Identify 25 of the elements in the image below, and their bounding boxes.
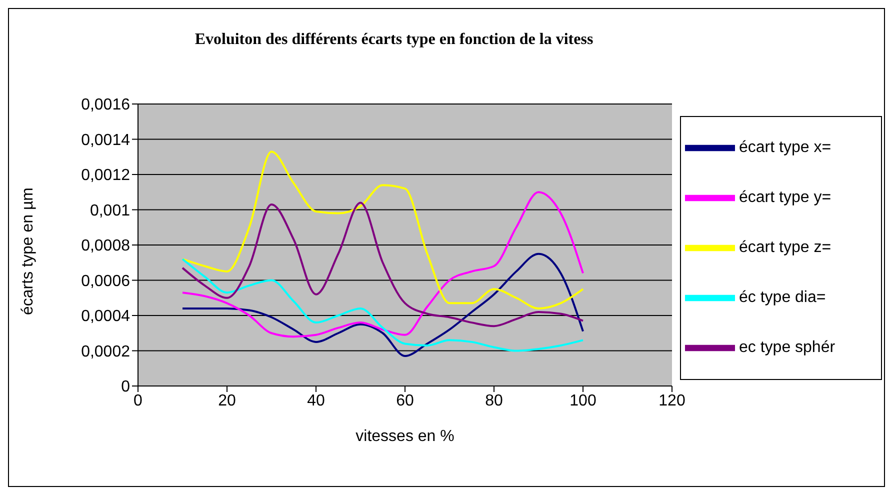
y-tick-label: 0	[121, 378, 130, 396]
x-tick-label: 0	[134, 392, 143, 410]
y-tick-label: 0,0014	[81, 132, 130, 149]
chart-title: Evoluiton des différents écarts type en fonction de la vitess	[194, 31, 594, 49]
x-axis-title: vitesses en %	[356, 428, 454, 445]
legend-label: éc type dia=	[739, 288, 826, 306]
legend-label: écart type y=	[739, 188, 832, 206]
x-tick-label: 80	[485, 392, 503, 410]
legend-label: écart type z=	[739, 238, 832, 256]
y-tick-label: 0,0016	[81, 96, 130, 114]
line-series	[182, 150, 584, 310]
y-tick-label: 0,0002	[81, 343, 130, 360]
x-tick-label: 120	[658, 392, 686, 410]
y-tick-label: 0,001	[90, 202, 130, 220]
x-tick-label: 100	[570, 392, 596, 410]
x-tick-label: 60	[396, 392, 414, 410]
legend-label: ec type sphér	[739, 338, 836, 356]
y-tick-label: 0,0004	[81, 308, 130, 326]
y-tick-label: 0,0012	[81, 167, 130, 184]
legend-label: écart type x=	[739, 138, 832, 156]
y-tick-label: 0,0006	[81, 272, 130, 290]
x-tick-label: 20	[218, 392, 236, 410]
x-tick-label: 40	[307, 392, 325, 410]
y-tick-label: 0,0008	[81, 238, 130, 255]
y-axis-title: écarts type en µm	[20, 188, 37, 315]
